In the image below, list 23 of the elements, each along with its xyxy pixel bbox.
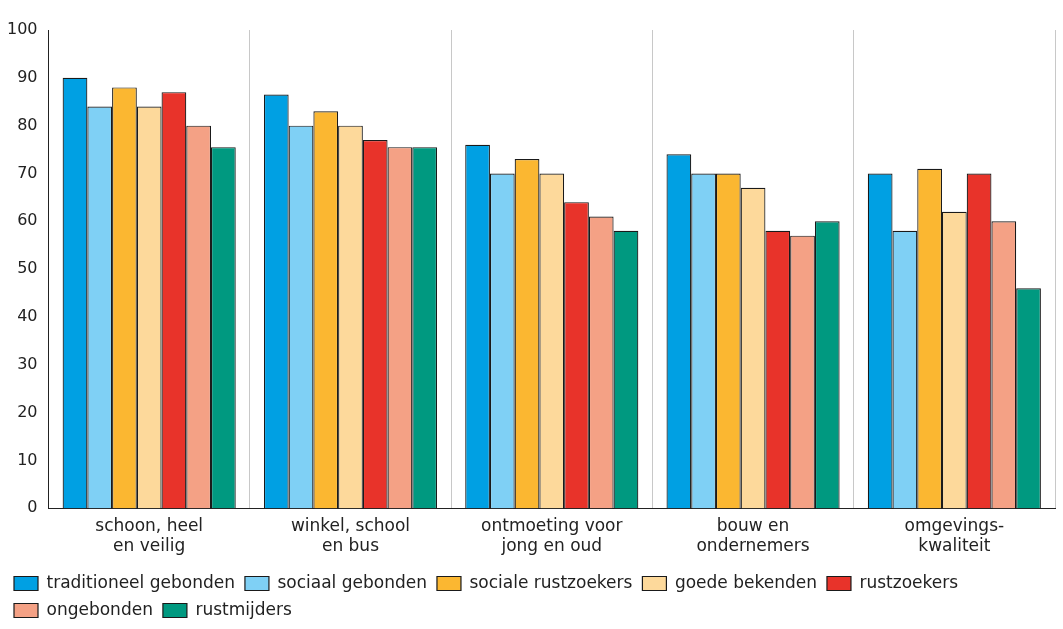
y-tick-label: 20 xyxy=(17,401,38,421)
legend-label: goede bekenden xyxy=(674,571,817,592)
y-tick-label: 40 xyxy=(17,306,38,326)
y-tick-label: 60 xyxy=(17,210,38,230)
y-tick-label: 80 xyxy=(17,114,38,134)
y-tick-label: 50 xyxy=(17,258,38,278)
legend-label: sociaal gebonden xyxy=(277,571,427,592)
legend-label: rustzoekers xyxy=(859,571,959,592)
x-tick-label: schoon, heel en veilig xyxy=(95,514,204,556)
x-tick-label: ontmoeting voor jong en oud xyxy=(481,514,623,556)
y-tick-label: 70 xyxy=(17,162,38,182)
legend-label: traditioneel gebonden xyxy=(46,571,235,592)
legend-label: sociale rustzoekers xyxy=(469,571,633,592)
y-tick-label: 30 xyxy=(17,353,38,373)
legend-label: ongebonden xyxy=(46,598,153,619)
legend-label: rustmijders xyxy=(195,598,292,619)
y-tick-label: 0 xyxy=(27,497,38,517)
x-tick-label: bouw en ondernemers xyxy=(696,514,810,556)
x-tick-label: winkel, school en bus xyxy=(290,514,411,556)
y-tick-label: 90 xyxy=(17,66,38,86)
x-tick-label: omgevings- kwaliteit xyxy=(904,514,1005,556)
y-tick-label: 100 xyxy=(6,19,38,39)
y-tick-label: 10 xyxy=(17,449,38,469)
